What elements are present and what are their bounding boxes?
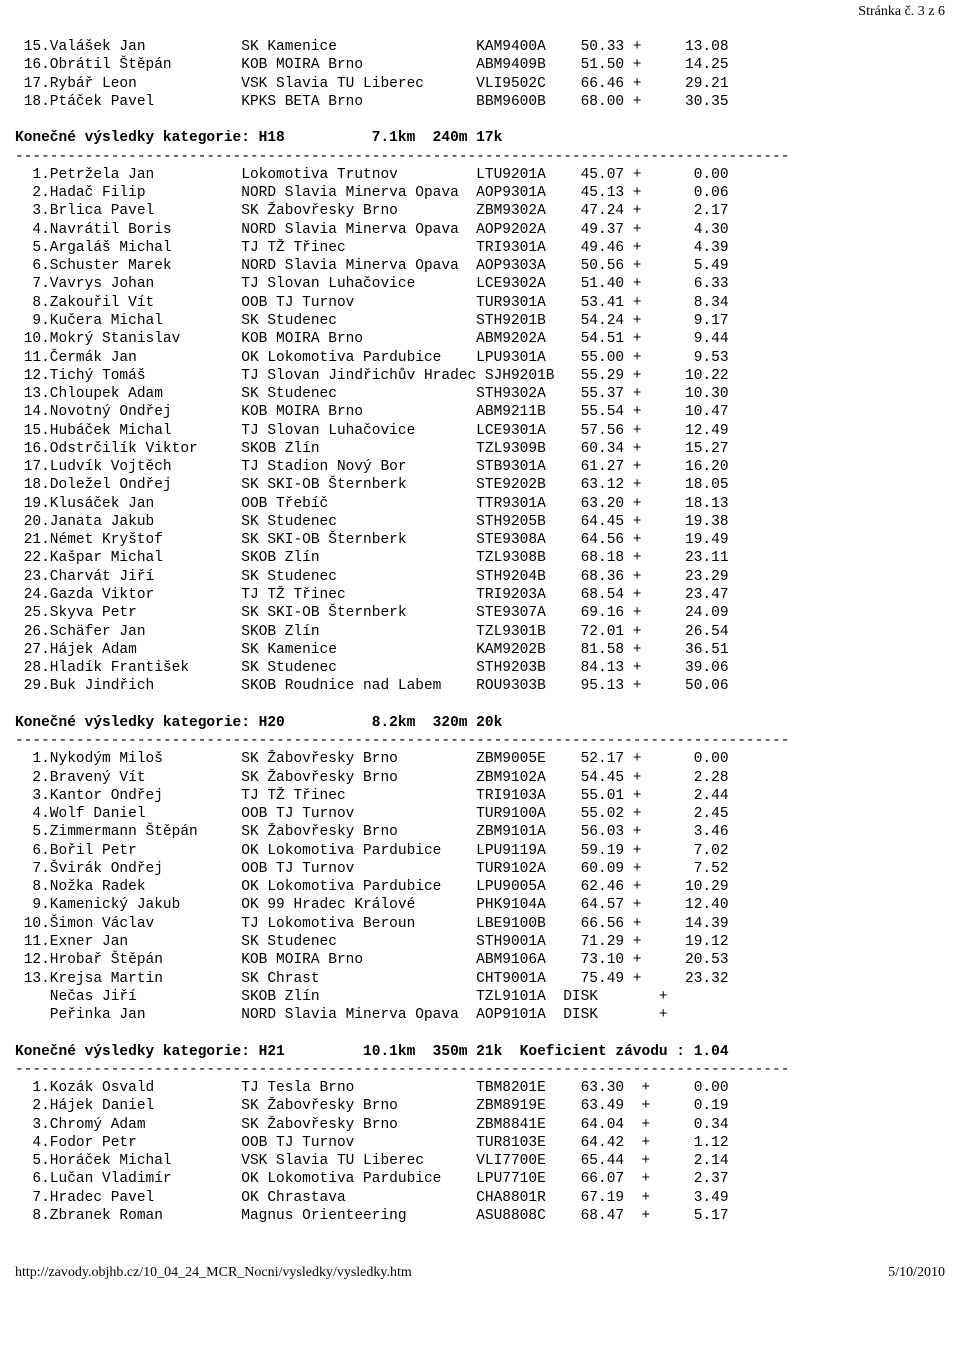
- footer-date: 5/10/2010: [888, 1265, 945, 1281]
- footer: http://zavody.objhb.cz/10_04_24_MCR_Nocn…: [15, 1265, 945, 1281]
- footer-url: http://zavody.objhb.cz/10_04_24_MCR_Nocn…: [15, 1265, 412, 1281]
- results-text: 15.Valášek Jan SK Kamenice KAM9400A 50.3…: [15, 38, 945, 1225]
- page-number: Stránka č. 3 z 6: [858, 4, 945, 20]
